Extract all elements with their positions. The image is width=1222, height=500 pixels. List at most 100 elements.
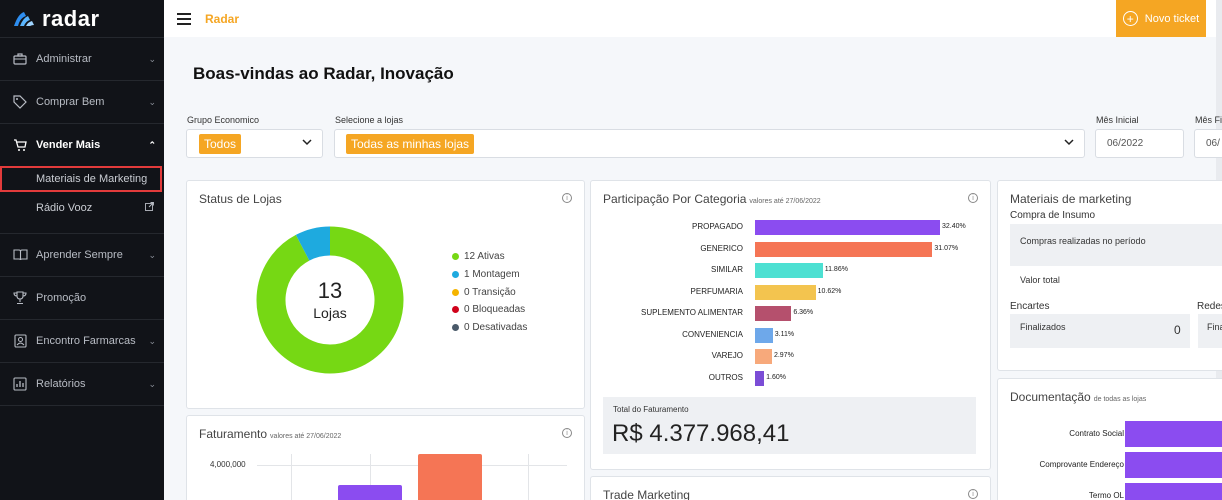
tag-icon [12, 94, 28, 110]
mes-inicial-input[interactable]: 06/2022 [1095, 129, 1184, 158]
donut-segment [295, 226, 331, 261]
category-label: SIMILAR [710, 265, 743, 274]
category-row: PROPAGADO 32.40% [591, 220, 990, 235]
card-subtitle: valores até 27/06/2022 [270, 433, 342, 440]
info-icon[interactable]: i [968, 193, 978, 203]
mes-final-input[interactable]: 06/ [1194, 129, 1222, 158]
book-icon [12, 247, 28, 263]
info-icon[interactable]: i [562, 428, 572, 438]
faturamento-bar [418, 454, 482, 500]
redes-finalizados-label: Fina [1207, 322, 1222, 332]
sidebar-item-promocao[interactable]: Promoção [0, 277, 164, 319]
sidebar-item-aprender-sempre[interactable]: Aprender Sempre ⌄ [0, 234, 164, 276]
legend-label: 12 Ativas [464, 251, 505, 263]
sidebar-subitem-label: Rádio Vooz [36, 202, 93, 214]
mes-inicial-value: 06/2022 [1107, 138, 1144, 149]
sidebar-item-encontro-farmarcas[interactable]: Encontro Farmarcas ⌄ [0, 320, 164, 362]
card-title-text: Faturamento [199, 427, 268, 441]
category-percent: 2.97% [773, 352, 794, 359]
donut-label: Lojas [313, 305, 347, 321]
legend-label: 1 Montagem [464, 269, 520, 281]
chevron-down-icon: ⌄ [148, 53, 156, 64]
category-percent: 1.60% [766, 373, 786, 381]
sidebar-subitem-materiais-marketing[interactable]: Materiais de Marketing [0, 166, 162, 192]
lojas-chip: Todas as minhas lojas [346, 133, 475, 154]
hamburger-menu-icon[interactable] [177, 10, 191, 28]
new-ticket-button[interactable]: + Novo ticket [1116, 0, 1206, 37]
category-label: VAREJO [711, 351, 743, 360]
category-bar [755, 370, 765, 386]
category-bar [755, 220, 940, 235]
chevron-down-icon: ⌄ [148, 249, 156, 260]
legend-item: 12 Ativas [452, 248, 527, 266]
category-row: CONVENIENCIA 3.11% [591, 327, 990, 343]
sidebar-item-administrar[interactable]: Administrar ⌄ [0, 38, 164, 80]
sidebar-item-relatorios[interactable]: Relatórios ⌄ [0, 363, 164, 405]
trophy-icon [12, 290, 28, 306]
gridline [257, 465, 567, 466]
finalizados-label: Finalizados [1020, 322, 1066, 332]
external-link-icon [145, 202, 154, 214]
sidebar-item-label: Administrar [36, 53, 92, 65]
category-bar [755, 241, 933, 257]
doc-row: Termo OL [998, 483, 1222, 500]
briefcase-icon [12, 51, 28, 67]
card-title: Faturamento valores até 27/06/2022 [199, 427, 341, 441]
category-row: VAREJO 2.97% [591, 349, 990, 364]
card-subtitle: valores até 27/06/2022 [749, 198, 821, 205]
lojas-select[interactable]: Todas as minhas lojas [334, 129, 1085, 158]
chevron-down-icon [1064, 138, 1074, 149]
legend-dot [452, 271, 459, 279]
doc-row: Comprovante Endereço [998, 452, 1222, 478]
donut-segment [256, 226, 404, 374]
gridline [528, 454, 529, 500]
legend-item: 0 Desativadas [452, 319, 527, 337]
y-tick-label: 4,000,000 [210, 460, 246, 469]
doc-bar [1125, 452, 1222, 478]
radar-logo-icon [14, 11, 34, 26]
compra-insumo-title: Compra de Insumo [1010, 210, 1096, 221]
grupo-select[interactable]: Todos [186, 129, 323, 158]
sidebar-item-vender-mais[interactable]: Vender Mais ⌃ [0, 124, 164, 166]
category-label: PERFUMARIA [690, 286, 743, 296]
total-label: Total do Faturamento [613, 405, 689, 414]
grupo-label: Grupo Economico [187, 115, 260, 125]
faturamento-card: Faturamento valores até 27/06/2022 i 4,00… [186, 415, 585, 500]
logo[interactable]: radar [0, 0, 164, 37]
chevron-down-icon [302, 138, 312, 149]
chart-icon [12, 376, 28, 392]
legend-item: 0 Bloqueadas [452, 301, 527, 319]
sidebar-subitem-radio-vooz[interactable]: Rádio Vooz [0, 195, 164, 221]
mes-inicial-label: Mês Inicial [1096, 115, 1139, 125]
category-row: PERFUMARIA 10.62% [591, 284, 990, 300]
category-row: SIMILAR 11.86% [591, 263, 990, 278]
legend-label: 0 Transição [464, 286, 516, 298]
category-bar [755, 306, 792, 321]
documentacao-card: Documentação de todas as lojas Contrato S… [997, 378, 1222, 500]
status-donut [256, 226, 404, 374]
lojas-label: Selecione a lojas [335, 115, 404, 125]
legend-dot [452, 253, 459, 261]
sidebar-item-comprar-bem[interactable]: Comprar Bem ⌄ [0, 81, 164, 123]
faturamento-bar [338, 485, 402, 500]
sidebar-item-label: Comprar Bem [36, 96, 105, 108]
category-percent: 6.36% [793, 309, 814, 316]
legend-item: 0 Transição [452, 283, 527, 301]
category-bar [755, 263, 823, 278]
info-icon[interactable]: i [968, 489, 978, 499]
legend-dot [452, 288, 459, 296]
doc-bar [1125, 483, 1222, 500]
category-label: GENERICO [700, 243, 743, 253]
finalizados-value: 0 [1174, 323, 1181, 337]
new-ticket-label: Novo ticket [1144, 12, 1200, 25]
category-percent: 10.62% [817, 287, 842, 295]
category-row: GENERICO 31.07% [591, 241, 990, 257]
status-legend: 12 Ativas 1 Montagem 0 Transição 0 Bloqu… [452, 248, 527, 336]
page-title: Boas-vindas ao Radar, Inovação [193, 64, 454, 83]
donut-total: 13 [317, 278, 343, 303]
cart-icon [12, 137, 28, 153]
legend-dot [452, 324, 459, 332]
legend-label: 0 Bloqueadas [464, 304, 526, 316]
sidebar-item-label: Encontro Farmarcas [36, 335, 136, 347]
info-icon[interactable]: i [562, 193, 572, 203]
